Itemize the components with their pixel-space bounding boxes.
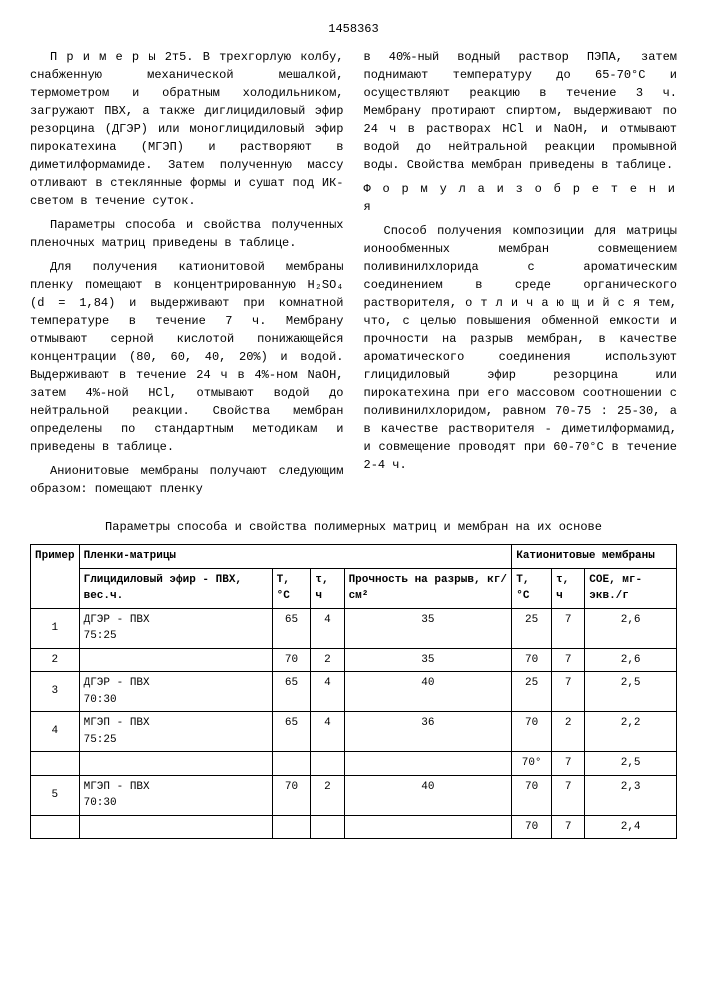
table-cell: 2 [311,648,344,672]
table-cell: 25 [512,608,552,648]
table-cell: 2 [311,775,344,815]
table-cell: 4 [311,672,344,712]
table-cell: 2,3 [585,775,677,815]
table-cell: 5 [31,775,80,815]
table-header-row-1: Пример Пленки-матрицы Катионитовые мембр… [31,545,677,569]
table-cell: 65 [272,672,311,712]
table-cell [272,752,311,776]
table-cell: 2,4 [585,815,677,839]
table-cell: 7 [552,775,585,815]
column-left: П р и м е р ы 2т5. В трехгорлую колбу, с… [30,48,344,504]
column-right: в 40%-ный водный раствор ПЭПА, затем под… [364,48,678,504]
table-cell: 4 [311,712,344,752]
table-cell: 40 [344,672,512,712]
para-r2: Способ получения композиции для матрицы … [364,222,678,474]
th-s5: Т, °С [512,568,552,608]
table-cell: 70° [512,752,552,776]
table-cell: 4 [31,712,80,752]
table-cell: 40 [344,775,512,815]
table-row: 2702357072,6 [31,648,677,672]
table-header-row-2: Глицидиловый эфир - ПВХ, вес.ч. Т, °С τ,… [31,568,677,608]
table-cell: 70 [272,648,311,672]
table-cell [311,752,344,776]
table-cell: 25 [512,672,552,712]
para-l1: П р и м е р ы 2т5. В трехгорлую колбу, с… [30,48,344,210]
table-cell: 7 [552,648,585,672]
table-cell [344,815,512,839]
table-cell [79,752,272,776]
table-cell: 2,2 [585,712,677,752]
th-s4: Прочность на разрыв, кг/см² [344,568,512,608]
table-row: 3ДГЭР - ПВХ 70:30654402572,5 [31,672,677,712]
table-cell: 7 [552,608,585,648]
table-cell [31,752,80,776]
table-cell: 65 [272,608,311,648]
table-row: 7072,4 [31,815,677,839]
table-cell: 1 [31,608,80,648]
table-cell: 7 [552,815,585,839]
table-cell [31,815,80,839]
table-cell: ДГЭР - ПВХ 75:25 [79,608,272,648]
th-membranes: Катионитовые мембраны [512,545,677,569]
table-cell: 2,5 [585,752,677,776]
table-cell: ДГЭР - ПВХ 70:30 [79,672,272,712]
table-cell: МГЭП - ПВХ 75:25 [79,712,272,752]
table-cell [79,815,272,839]
table-cell: 4 [311,608,344,648]
table-body: 1ДГЭР - ПВХ 75:25654352572,62702357072,6… [31,608,677,839]
table-cell: 2,6 [585,648,677,672]
table-row: 70°72,5 [31,752,677,776]
th-s2: Т, °С [272,568,311,608]
table-cell: 70 [512,815,552,839]
table-cell: 2 [31,648,80,672]
th-s3: τ, ч [311,568,344,608]
table-cell: 7 [552,672,585,712]
table-cell: 70 [512,775,552,815]
table-cell [311,815,344,839]
table-row: 1ДГЭР - ПВХ 75:25654352572,6 [31,608,677,648]
table-cell: 7 [552,752,585,776]
table-cell: 2,6 [585,608,677,648]
th-example: Пример [31,545,80,609]
para-l4: Анионитовые мембраны получают следующим … [30,462,344,498]
table-cell: 65 [272,712,311,752]
para-l2: Параметры способа и свойства полученных … [30,216,344,252]
th-s1: Глицидиловый эфир - ПВХ, вес.ч. [79,568,272,608]
formula-title: Ф о р м у л а и з о б р е т е н и я [364,180,678,216]
table-row: 5МГЭП - ПВХ 70:30702407072,3 [31,775,677,815]
table-cell: 70 [272,775,311,815]
table-cell [272,815,311,839]
table-cell: 70 [512,712,552,752]
table-cell: 36 [344,712,512,752]
th-s7: СОЕ, мг-экв./г [585,568,677,608]
table-cell [79,648,272,672]
table-cell: 35 [344,648,512,672]
th-films: Пленки-матрицы [79,545,512,569]
table-cell: МГЭП - ПВХ 70:30 [79,775,272,815]
para-l3: Для получения катионитовой мембраны плен… [30,258,344,456]
th-s6: τ, ч [552,568,585,608]
table-cell: 2,5 [585,672,677,712]
text-columns: П р и м е р ы 2т5. В трехгорлую колбу, с… [30,48,677,504]
para-r1: в 40%-ный водный раствор ПЭПА, затем под… [364,48,678,174]
table-cell: 35 [344,608,512,648]
table-cell: 3 [31,672,80,712]
data-table: Пример Пленки-матрицы Катионитовые мембр… [30,544,677,839]
table-cell [344,752,512,776]
table-title: Параметры способа и свойства полимерных … [30,518,677,536]
table-cell: 2 [552,712,585,752]
doc-number: 1458363 [30,20,677,38]
table-cell: 70 [512,648,552,672]
table-row: 4МГЭП - ПВХ 75:25654367022,2 [31,712,677,752]
